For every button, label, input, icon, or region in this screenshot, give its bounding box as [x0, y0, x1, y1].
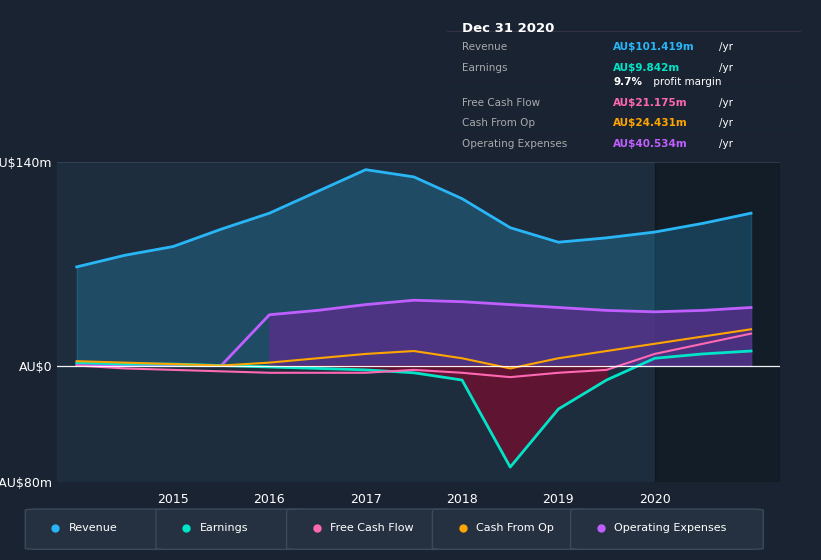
- FancyBboxPatch shape: [433, 509, 587, 549]
- Bar: [654, 162, 780, 482]
- Text: /yr: /yr: [719, 42, 733, 52]
- Text: AU$24.431m: AU$24.431m: [613, 118, 688, 128]
- FancyBboxPatch shape: [156, 509, 303, 549]
- Text: Revenue: Revenue: [461, 42, 507, 52]
- Text: AU$21.175m: AU$21.175m: [613, 98, 688, 108]
- Text: Earnings: Earnings: [200, 523, 248, 533]
- Text: Operating Expenses: Operating Expenses: [614, 523, 727, 533]
- Text: /yr: /yr: [719, 118, 733, 128]
- Text: AU$40.534m: AU$40.534m: [613, 139, 688, 148]
- Text: 9.7%: 9.7%: [613, 77, 642, 87]
- Text: AU$101.419m: AU$101.419m: [613, 42, 695, 52]
- Text: Free Cash Flow: Free Cash Flow: [461, 98, 539, 108]
- Text: /yr: /yr: [719, 139, 733, 148]
- Text: /yr: /yr: [719, 63, 733, 73]
- Text: AU$9.842m: AU$9.842m: [613, 63, 681, 73]
- Text: profit margin: profit margin: [650, 77, 722, 87]
- FancyBboxPatch shape: [25, 509, 172, 549]
- Text: Cash From Op: Cash From Op: [476, 523, 554, 533]
- Text: /yr: /yr: [719, 98, 733, 108]
- FancyBboxPatch shape: [571, 509, 764, 549]
- Text: Free Cash Flow: Free Cash Flow: [330, 523, 414, 533]
- Text: Cash From Op: Cash From Op: [461, 118, 534, 128]
- Text: Dec 31 2020: Dec 31 2020: [461, 22, 554, 35]
- Text: Revenue: Revenue: [69, 523, 118, 533]
- Text: Operating Expenses: Operating Expenses: [461, 139, 566, 148]
- FancyBboxPatch shape: [287, 509, 449, 549]
- Text: Earnings: Earnings: [461, 63, 507, 73]
